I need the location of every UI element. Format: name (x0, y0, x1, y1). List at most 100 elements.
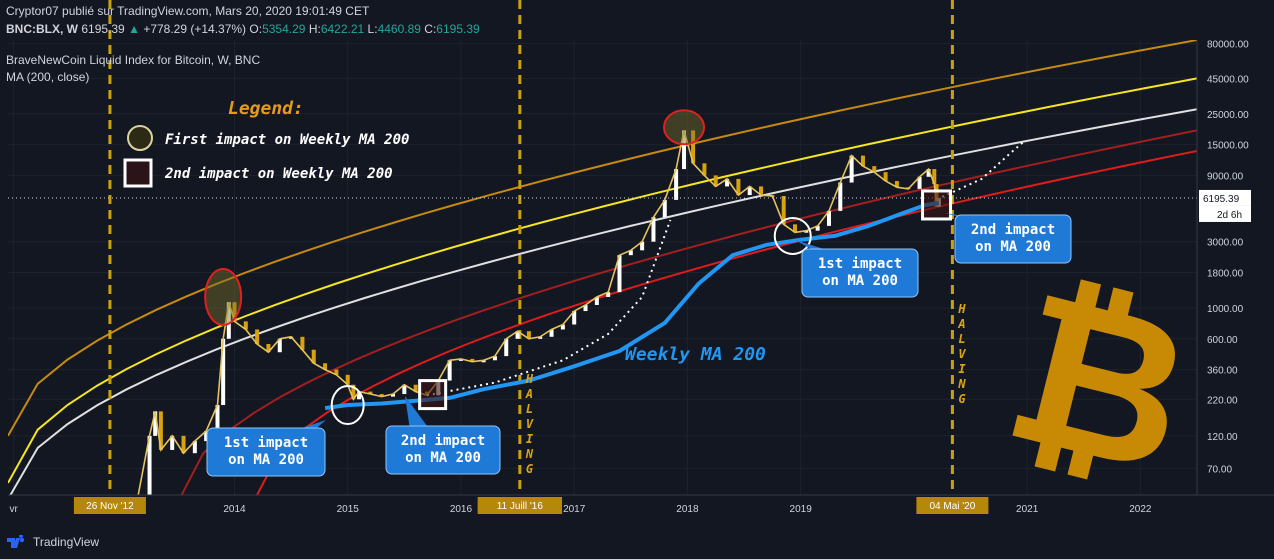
x-tick-label: 2018 (676, 504, 699, 515)
price-candle (725, 178, 730, 187)
price-candle (402, 384, 407, 395)
y-tick-label: 220.00 (1207, 395, 1238, 406)
price-candle (560, 324, 565, 330)
price-candle (447, 360, 452, 381)
price-candle (883, 172, 888, 182)
y-axis[interactable]: 80000.00 45000.00 25000.00 15000.00 9000.00 3… (1196, 0, 1274, 559)
halving-vertical-letter: I (526, 432, 534, 446)
ma200-series (324, 201, 940, 411)
price-series (137, 130, 941, 495)
x-tick-label: 2019 (790, 504, 813, 515)
x-tick-label: vr (9, 504, 18, 515)
halving-vertical-letter: G (526, 462, 533, 476)
y-tick-label: 70.00 (1207, 464, 1232, 475)
x-tick-label: 2015 (337, 504, 360, 515)
close-label: C: (424, 22, 437, 36)
callout-first-impact-2015 (206, 427, 326, 477)
price-candle (583, 305, 588, 312)
price-candle (651, 217, 656, 242)
y-tick-label: 15000.00 (1207, 141, 1249, 152)
x-tick-label: 2014 (223, 504, 246, 515)
close-value: 6195.39 (436, 22, 480, 36)
price-candle (221, 338, 226, 406)
up-arrow-icon: ▲ (128, 22, 140, 36)
tradingview-brand: TradingView (33, 535, 100, 549)
x-tick-label: 2021 (1016, 504, 1039, 515)
indicator-name[interactable]: MA (200, close) (6, 70, 90, 84)
price-candle (504, 338, 509, 357)
x-axis[interactable]: vr 2014 2015 2016 2017 2018 2019 2021 2022 26 Nov… (8, 494, 1274, 515)
halving-vertical-letter: A (957, 317, 965, 331)
y-tick-label: 9000.00 (1207, 171, 1244, 182)
first-impact-circle (330, 385, 365, 426)
halving-vertical-letter: N (525, 447, 534, 461)
price-candle (147, 435, 152, 495)
halving-vertical-letter: L (526, 402, 533, 416)
price-tag-value: 6195.39 (1203, 194, 1240, 205)
price-candle (662, 199, 667, 218)
y-tick-label: 1000.00 (1207, 304, 1244, 315)
halving-date-label: 11 Juill '16 (497, 501, 544, 512)
halving-date-label: 04 Mai '20 (929, 501, 975, 512)
price-candle (793, 224, 798, 233)
y-tick-label: 25000.00 (1207, 110, 1249, 121)
low-value: 4460.89 (377, 22, 421, 36)
callout-second-impact-2020-text: on MA 200 (975, 239, 1051, 255)
price-candle (932, 169, 937, 185)
yellow-band-line (8, 77, 1197, 484)
price-candle (594, 296, 599, 306)
darkred-band-line (180, 129, 1197, 495)
price-candle (606, 292, 611, 297)
peak-highlight-circle (663, 109, 706, 146)
price-candle (804, 230, 809, 233)
price-candle (860, 155, 865, 167)
price-candle (345, 374, 350, 385)
price-candle (368, 391, 373, 395)
countdown-box (1199, 205, 1251, 222)
halving-vertical-letter: L (958, 332, 965, 346)
price-candle (917, 176, 922, 189)
halving-date-tag (916, 497, 989, 514)
index-name[interactable]: BraveNewCoin Liquid Index for Bitcoin, W… (6, 53, 261, 67)
price-candle (617, 255, 622, 293)
price-candle (243, 321, 248, 330)
halving-vertical-letter: V (958, 347, 966, 361)
price-candle (781, 195, 786, 225)
price-candle (204, 431, 209, 442)
price-tag-box (1199, 189, 1251, 206)
price-candle (215, 405, 220, 432)
callout-first-impact-2019 (801, 248, 919, 298)
price-candle (640, 241, 645, 251)
price-candle (351, 384, 356, 400)
price-candle (357, 391, 362, 400)
price-candle (691, 130, 696, 164)
callout-second-impact-2015-pointer (405, 396, 430, 430)
y-tick-label: 45000.00 (1207, 74, 1249, 85)
price-candle (515, 331, 520, 339)
halving-vertical-letter: A (525, 387, 533, 401)
price-candle (170, 435, 175, 450)
symbol-name[interactable]: BNC:BLX, W (6, 22, 78, 36)
price-candle (458, 358, 463, 361)
x-tick-label: 2017 (563, 504, 586, 515)
open-value: 5354.29 (262, 22, 306, 36)
tradingview-footer[interactable]: TradingView (6, 535, 99, 549)
high-value: 6422.21 (320, 22, 365, 36)
price-candle (872, 166, 877, 173)
y-tick-label: 3000.00 (1207, 238, 1244, 249)
price-candle (815, 225, 820, 231)
legend-first-label: First impact on Weekly MA 200 (165, 132, 409, 148)
halving-lines (108, 0, 954, 495)
price-candle (926, 169, 931, 177)
tradingview-logo-icon (7, 535, 25, 548)
halving-date-tag (73, 497, 146, 514)
publish-line: Cryptor07 publié sur TradingView.com, Ma… (6, 4, 370, 18)
legend-title: Legend: (228, 98, 304, 119)
price-candle (323, 363, 328, 370)
halving-date-label: 26 Nov '12 (86, 501, 134, 512)
halving-vertical-letter: H (957, 302, 966, 316)
y-tick-label: 80000.00 (1207, 40, 1249, 51)
callout-first-impact-2015-text: 1st impact (224, 435, 308, 451)
price-candle (838, 182, 843, 211)
